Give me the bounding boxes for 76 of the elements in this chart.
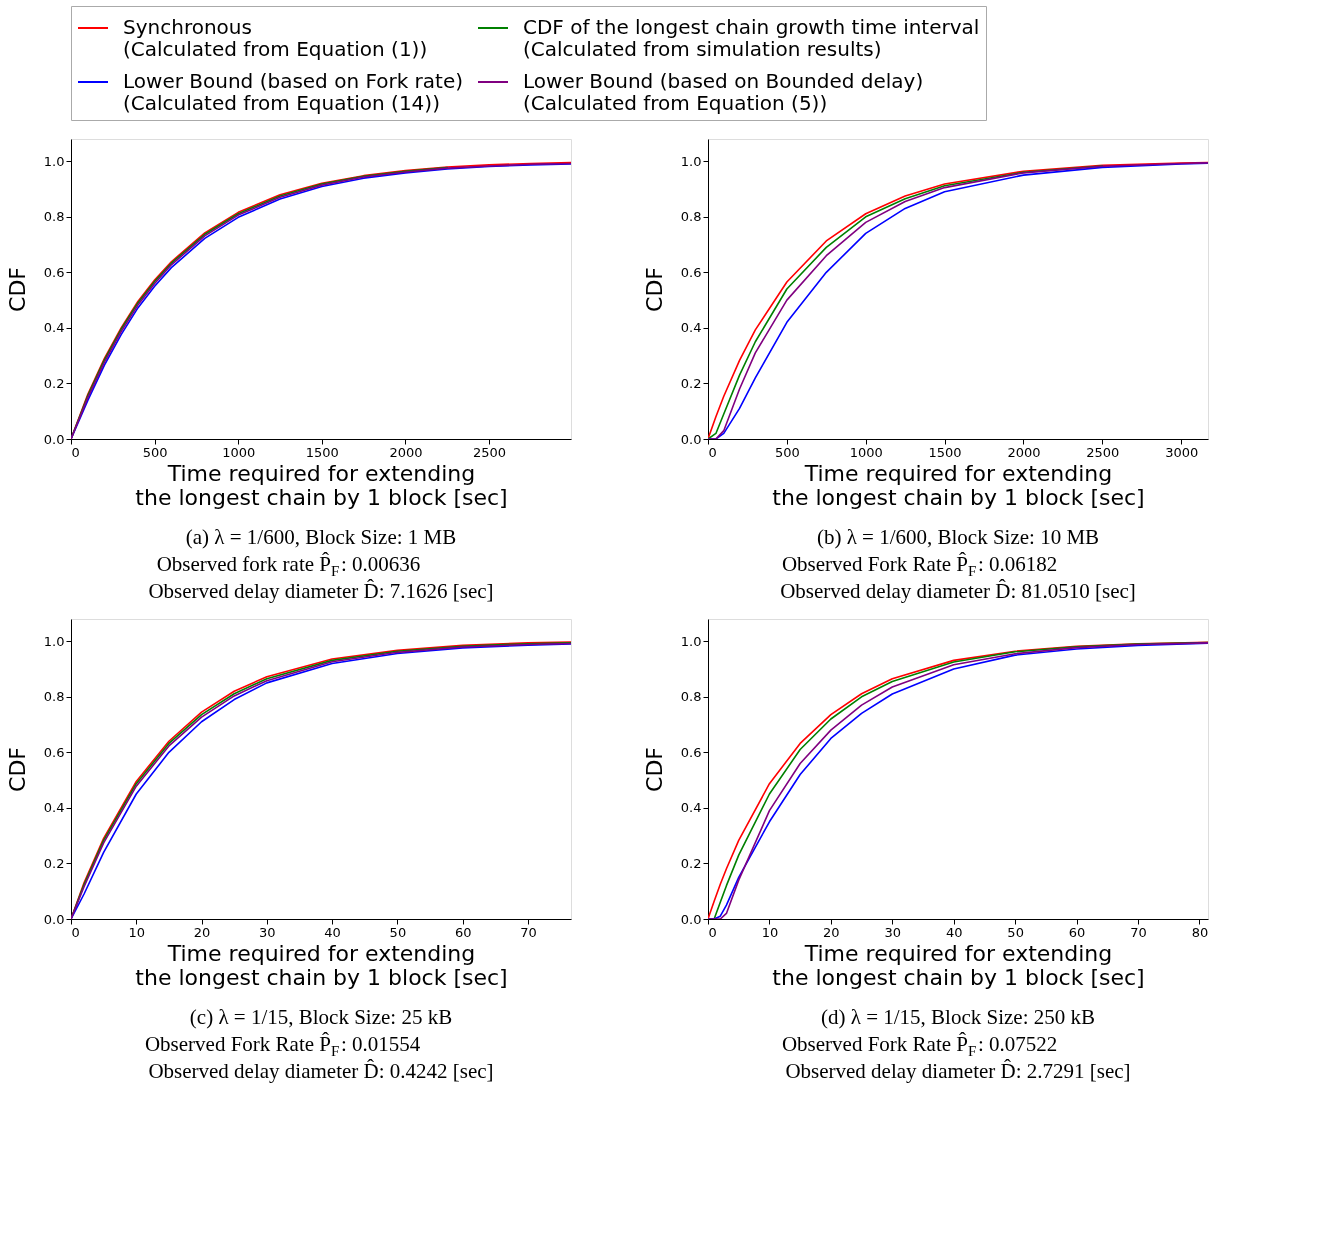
- y-tick-label: 0.6: [43, 744, 65, 760]
- x-tick-label: 50: [1007, 924, 1024, 940]
- text: Observed delay diameter D̂: 2.7291 [sec]: [785, 1058, 1131, 1083]
- y-tick-label: 0.2: [43, 375, 65, 391]
- x-tick-label: 20: [823, 924, 840, 940]
- y-axis-title: CDF: [641, 747, 667, 792]
- line-series: [71, 166, 449, 439]
- y-tick-label: 0.2: [680, 855, 702, 871]
- y-tick-label: 0.6: [43, 264, 65, 280]
- x-tick-label: 1000: [849, 444, 883, 460]
- y-tick-label: 1.0: [43, 633, 65, 649]
- x-tick-label: 60: [1068, 924, 1086, 940]
- x-tick-label: 20: [193, 924, 211, 940]
- y-axis-title: CDF: [4, 267, 30, 312]
- x-tick-label: 50: [389, 924, 407, 940]
- legend-label: Lower Bound (based on Fork rate) (Calculated from Equation (14)): [123, 69, 464, 115]
- text: (b) λ = 1/600, Block Size: 10 MB: [816, 525, 1100, 549]
- text: Observed delay diameter D̂: 0.4242 [sec]: [148, 1058, 494, 1083]
- x-tick-label: 80: [1191, 924, 1209, 940]
- text: Observed delay diameter D̂: 7.1626 [sec]: [148, 578, 494, 603]
- y-tick-label: 0.2: [43, 855, 65, 871]
- x-axis-title: Time required for extending the longest chain by 1 block [sec]: [772, 940, 1145, 990]
- x-tick-label: 3000: [1165, 444, 1199, 460]
- x-tick-label: 30: [884, 924, 902, 940]
- y-axis-title: CDF: [4, 747, 30, 792]
- x-tick-label: 70: [1130, 924, 1147, 940]
- y-tick-label: 0.8: [43, 209, 65, 225]
- y-tick-label: 0.4: [680, 800, 702, 816]
- y-tick-label: 0.4: [43, 320, 65, 336]
- y-tick-label: 0.0: [43, 911, 65, 927]
- y-tick-label: 0.2: [680, 375, 702, 391]
- x-tick-label: 10: [761, 924, 779, 940]
- y-axis-title: CDF: [641, 267, 667, 312]
- x-tick-label: 0: [708, 924, 717, 940]
- x-tick-label: 40: [324, 924, 341, 940]
- x-tick-label: 0: [71, 924, 80, 940]
- x-tick-label: 2000: [389, 444, 423, 460]
- x-tick-label: 10: [128, 924, 146, 940]
- x-tick-label: 500: [142, 444, 168, 460]
- x-tick-label: 1500: [928, 444, 962, 460]
- y-tick-label: 0.4: [43, 800, 65, 816]
- y-tick-label: 0.8: [680, 209, 702, 225]
- y-tick-label: 1.0: [680, 633, 702, 649]
- x-tick-label: 30: [259, 924, 276, 940]
- text: (a) λ = 1/600, Block Size: 1 MB: [185, 525, 457, 549]
- y-tick-label: 1.0: [43, 153, 65, 169]
- y-tick-label: 0.8: [43, 689, 65, 705]
- y-tick-label: 1.0: [680, 153, 702, 169]
- legend-label: Synchronous (Calculated from Equation (1)): [123, 15, 428, 61]
- x-tick-label: 2500: [473, 444, 507, 460]
- x-tick-label: 60: [454, 924, 472, 940]
- x-tick-label: 2000: [1007, 444, 1041, 460]
- text: (d) λ = 1/15, Block Size: 250 kB: [820, 1005, 1096, 1029]
- text: Observed delay diameter D̂: 81.0510 [sec]: [780, 578, 1136, 603]
- x-axis-title: Time required for extending the longest chain by 1 block [sec]: [135, 460, 508, 510]
- x-tick-label: 1000: [222, 444, 256, 460]
- legend-label: Lower Bound (based on Bounded delay) (Calculated from Equation (5)): [523, 69, 924, 115]
- y-tick-label: 0.0: [680, 911, 702, 927]
- x-tick-label: 500: [774, 444, 800, 460]
- x-axis-title: Time required for extending the longest chain by 1 block [sec]: [135, 940, 508, 990]
- legend-label: CDF of the longest chain growth time interval (Calculated from simulation results): [523, 15, 980, 61]
- line-series: [708, 165, 1104, 439]
- y-tick-label: 0.0: [680, 431, 702, 447]
- x-tick-label: 0: [71, 444, 80, 460]
- x-tick-label: 40: [945, 924, 963, 940]
- x-axis-title: Time required for extending the longest chain by 1 block [sec]: [772, 460, 1145, 510]
- y-tick-label: 0.0: [43, 431, 65, 447]
- text: (c) λ = 1/15, Block Size: 25 kB: [189, 1005, 453, 1029]
- x-tick-label: 1500: [305, 444, 339, 460]
- y-tick-label: 0.4: [680, 320, 702, 336]
- x-tick-label: 70: [520, 924, 537, 940]
- x-tick-label: 0: [708, 444, 717, 460]
- y-tick-label: 0.8: [680, 689, 702, 705]
- y-tick-label: 0.6: [680, 264, 702, 280]
- y-tick-label: 0.6: [680, 744, 702, 760]
- x-tick-label: 2500: [1086, 444, 1120, 460]
